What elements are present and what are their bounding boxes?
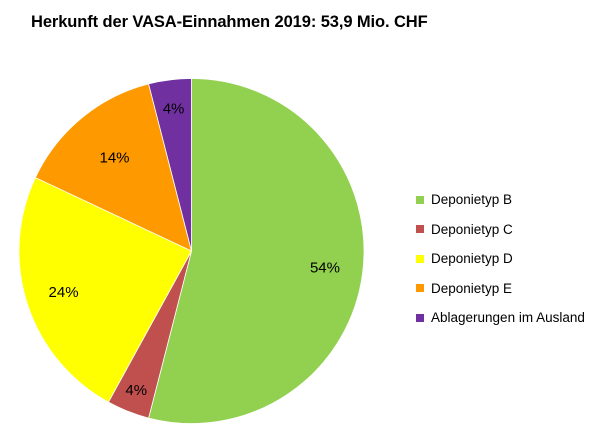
legend-label: Deponietyp C [431,221,513,237]
data-label: 4% [163,100,185,117]
data-label: 24% [49,284,79,301]
legend-swatch [416,225,424,234]
data-label: 4% [125,382,147,399]
legend-item-deponietyp-e: Deponietyp E [416,274,585,304]
legend-item-ablagerungen-im-ausland: Ablagerungen im Ausland [416,303,585,333]
legend-swatch [416,284,424,293]
data-label: 14% [100,149,130,166]
pie-slice-deponietyp-e [34,83,193,252]
legend-label: Deponietyp D [431,251,513,267]
legend-label: Deponietyp E [431,280,513,296]
chart-title: Herkunft der VASA-Einnahmen 2019: 53,9 M… [31,13,428,31]
legend-label: Ablagerungen im Ausland [431,310,585,326]
legend-item-deponietyp-d: Deponietyp D [416,244,585,274]
legend: Deponietyp B Deponietyp C Deponietyp D D… [416,185,585,333]
legend-swatch [416,313,424,322]
pie-slice-deponietyp-d [18,177,193,403]
legend-swatch [416,254,424,263]
legend-swatch [416,195,424,204]
pie-slice-ablagerungen-im-ausland [148,78,192,252]
legend-item-deponietyp-b: Deponietyp B [416,185,585,215]
legend-item-deponietyp-c: Deponietyp C [416,215,585,245]
pie-slice-deponietyp-b [148,78,365,424]
data-label: 54% [310,259,340,276]
legend-label: Deponietyp B [431,192,513,208]
